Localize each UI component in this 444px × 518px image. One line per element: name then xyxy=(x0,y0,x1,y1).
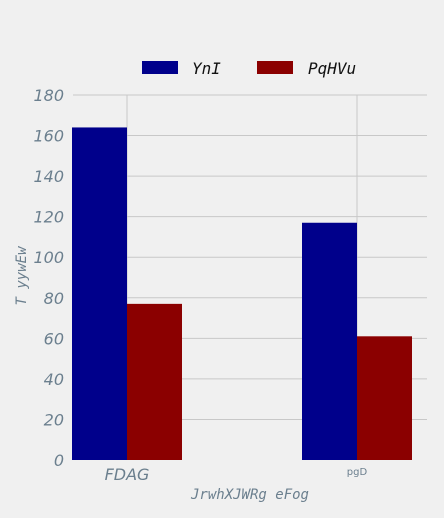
y-tick-label-0: 0 xyxy=(54,451,64,470)
bar-yni-fdag xyxy=(72,127,127,460)
y-tick-label-3: 60 xyxy=(44,329,64,348)
x-tick-label-pgd: pgD xyxy=(347,467,368,478)
bar-yni-pgd xyxy=(302,222,357,460)
y-axis-title: T yywEw xyxy=(14,246,30,306)
y-tick-labels: 0 20 40 60 80 100 120 140 160 180 xyxy=(33,86,64,470)
y-tick-label-9: 180 xyxy=(33,86,64,105)
y-tick-label-7: 140 xyxy=(33,167,64,186)
x-axis-title: JrwhXJWRg eFog xyxy=(190,487,309,503)
x-tick-label-fdag: FDAG xyxy=(105,465,150,484)
y-tick-label-2: 40 xyxy=(44,370,64,389)
x-tick-labels: FDAG pgD xyxy=(105,465,368,484)
y-tick-label-8: 160 xyxy=(33,127,64,146)
legend: YnI PqHVu xyxy=(142,59,356,78)
legend-label-yni: YnI xyxy=(192,59,221,78)
y-tick-label-1: 20 xyxy=(44,410,64,429)
legend-label-pqhvu: PqHVu xyxy=(308,59,356,78)
bars xyxy=(72,127,412,460)
legend-swatch-yni xyxy=(142,61,178,74)
bar-pqhvu-fdag xyxy=(127,303,182,460)
y-tick-label-6: 120 xyxy=(33,208,64,227)
y-tick-label-4: 80 xyxy=(44,289,64,308)
legend-swatch-pqhvu xyxy=(257,61,293,74)
y-tick-label-5: 100 xyxy=(33,248,64,267)
bar-pqhvu-pgd xyxy=(357,336,412,460)
